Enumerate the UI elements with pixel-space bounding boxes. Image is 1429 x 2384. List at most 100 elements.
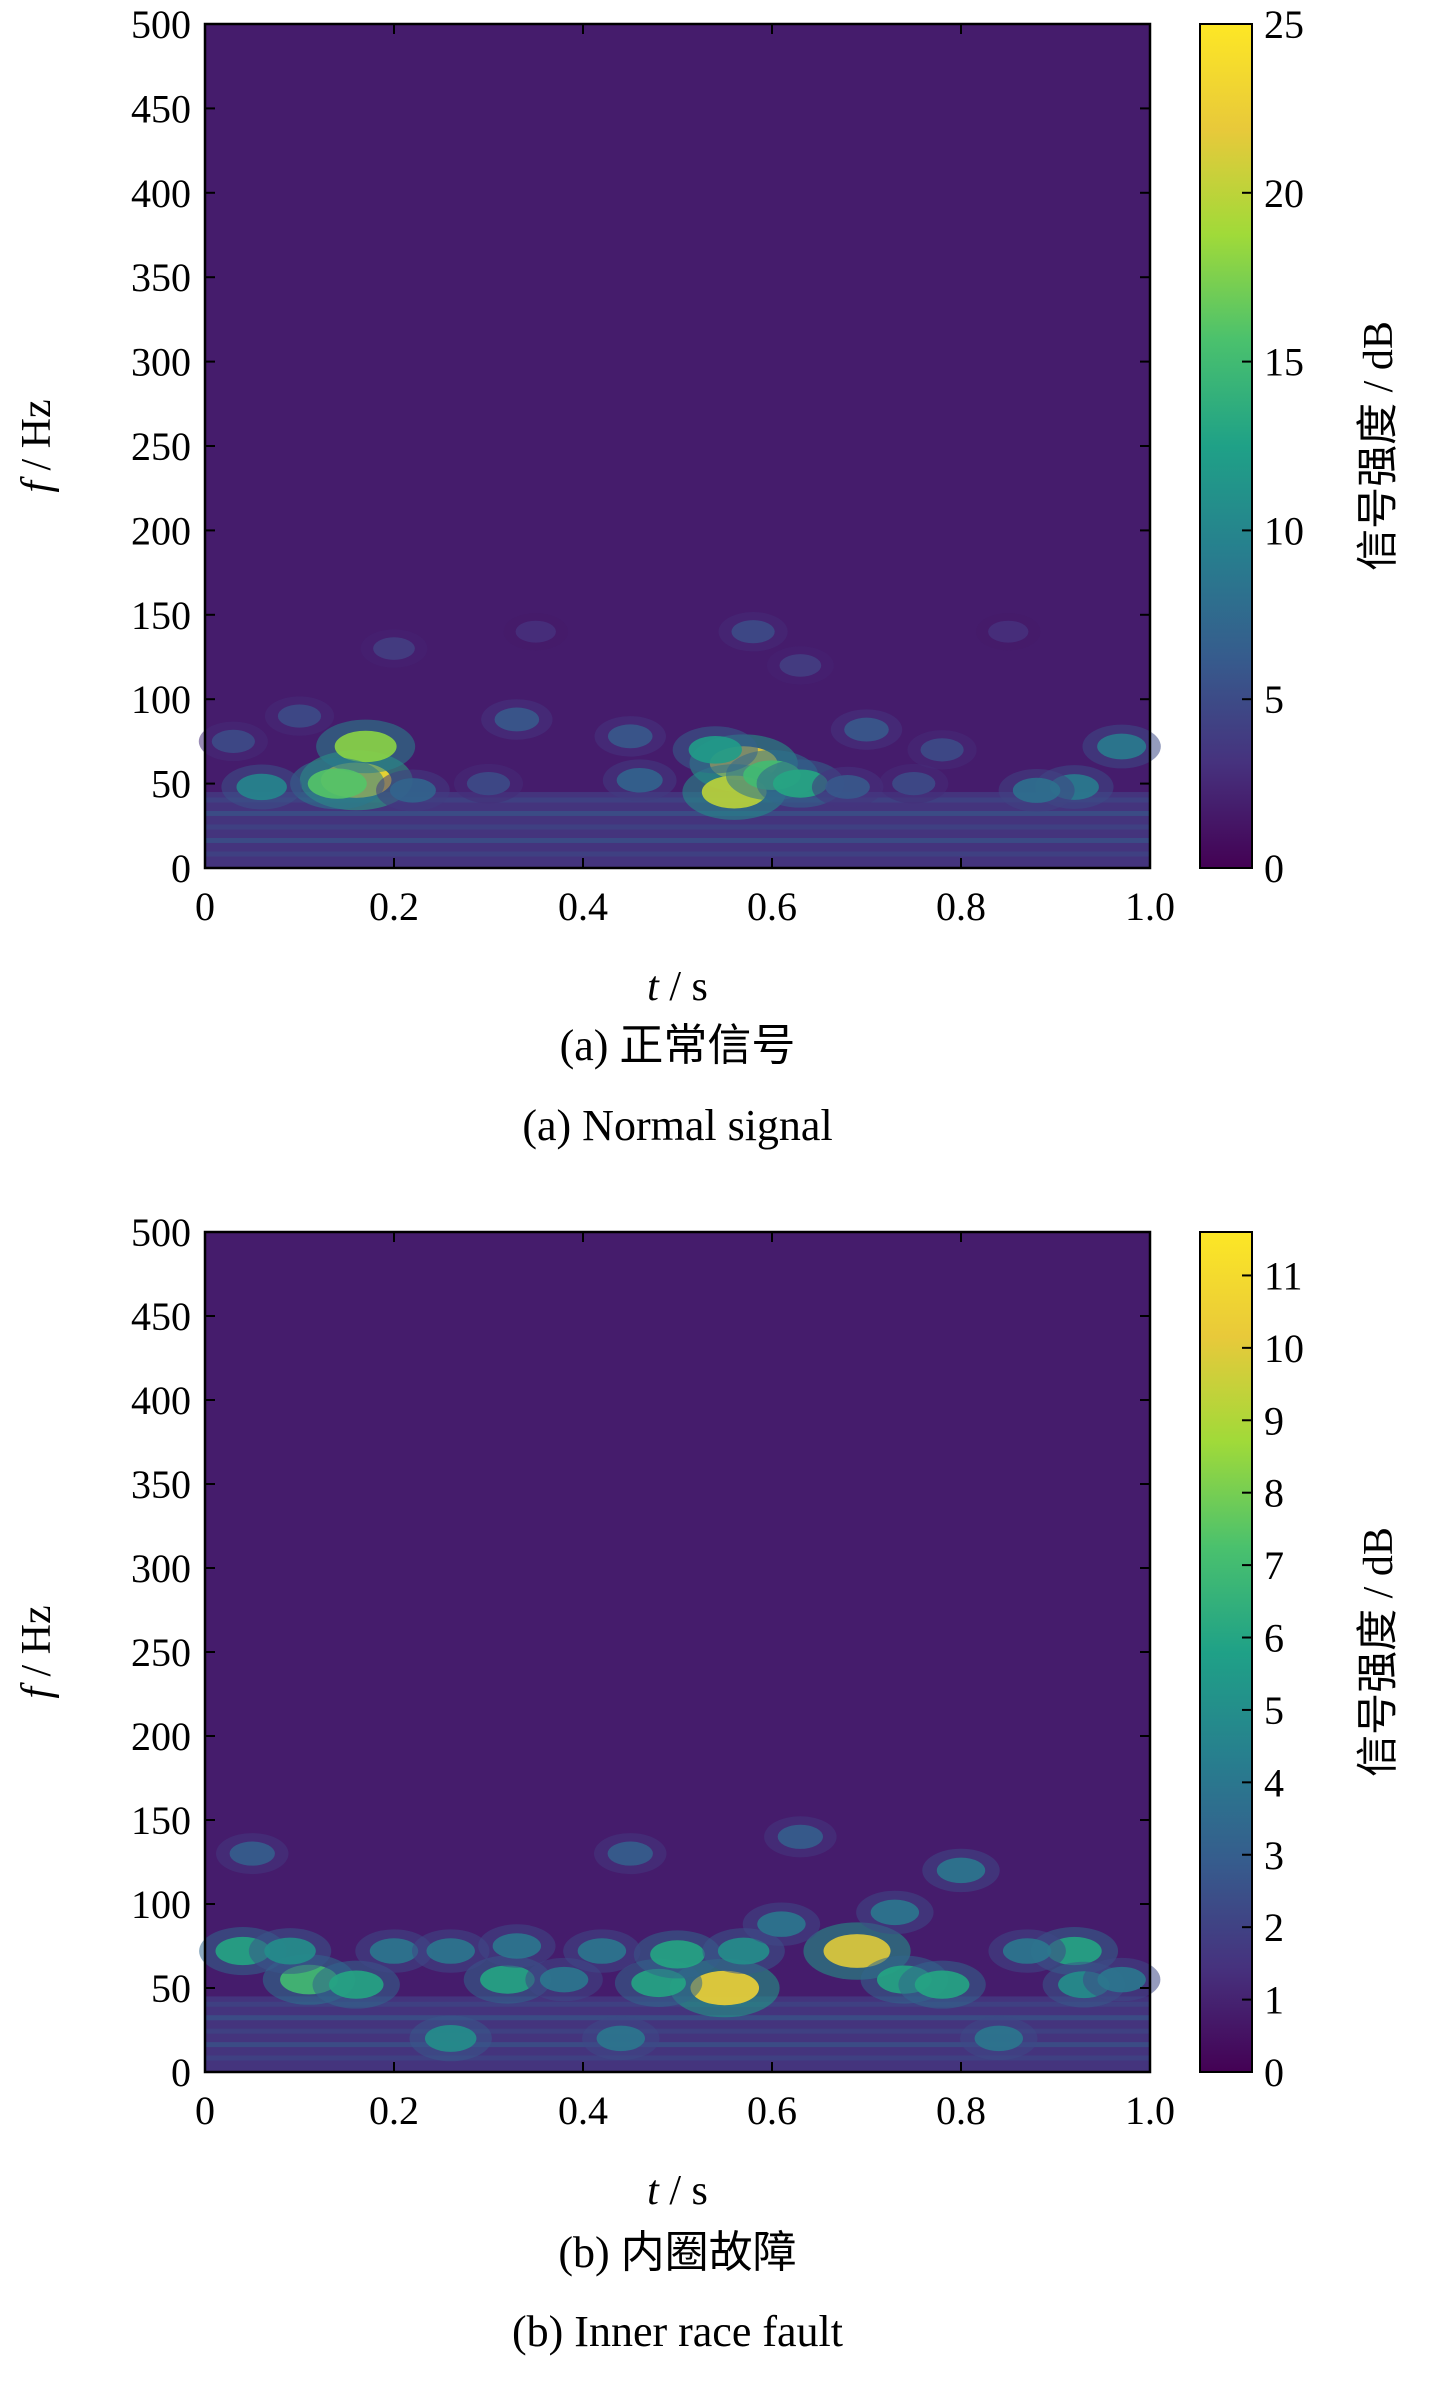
y-tick-label: 150 xyxy=(131,593,191,638)
y-tick-label: 250 xyxy=(131,424,191,469)
y-tick-label: 150 xyxy=(131,1798,191,1843)
y-axis-label: f / Hz xyxy=(14,399,60,492)
y-tick-label: 0 xyxy=(171,2050,191,2095)
colorbar-label: 信号强度 / dB xyxy=(1356,321,1402,571)
colorbar-tick-label: 0 xyxy=(1264,2050,1284,2095)
hotspot xyxy=(717,1937,770,1965)
hotspot xyxy=(870,1899,920,1926)
hotspot xyxy=(426,1938,475,1964)
hotspot xyxy=(334,730,397,763)
x-tick-label: 1.0 xyxy=(1125,2088,1175,2133)
hotspot xyxy=(777,1824,824,1849)
low-band-streak xyxy=(205,797,1150,803)
colorbar-label: 信号强度 / dB xyxy=(1356,1527,1402,1777)
x-axis-unit: / s xyxy=(659,964,708,1010)
hotspot xyxy=(974,2025,1024,2052)
y-tick-label: 50 xyxy=(151,1966,191,2011)
colorbar-tick-label: 11 xyxy=(1264,1253,1303,1298)
x-tick-label: 0 xyxy=(195,2088,215,2133)
hotspot xyxy=(494,707,540,732)
y-tick-label: 400 xyxy=(131,171,191,216)
colorbar-tick-label: 4 xyxy=(1264,1760,1284,1805)
hotspot xyxy=(779,654,822,677)
colorbar-tick-label: 15 xyxy=(1264,340,1304,385)
x-tick-label: 1.0 xyxy=(1125,884,1175,929)
hotspot xyxy=(369,1938,419,1964)
colorbar-tick-label: 10 xyxy=(1264,1326,1304,1371)
x-tick-label: 0.4 xyxy=(558,884,608,929)
hotspot xyxy=(466,772,511,796)
x-tick-label: 0 xyxy=(195,884,215,929)
y-tick-label: 200 xyxy=(131,1714,191,1759)
hotspot xyxy=(1097,1966,1146,1993)
y-axis-ticks: 0 50 100 150 200 250 300 350 400 450 500 xyxy=(131,1210,1150,2095)
hotspot xyxy=(988,620,1029,643)
colorbar-tick-label: 3 xyxy=(1264,1833,1284,1878)
hotspot xyxy=(688,736,742,764)
hotspot xyxy=(229,1841,275,1866)
x-axis-ticks: 0 0.2 0.4 0.6 0.8 1.0 xyxy=(195,1232,1175,2133)
colorbar-tick-label: 1 xyxy=(1264,1978,1284,2023)
colorbar-tick-label: 25 xyxy=(1264,2,1304,47)
y-tick-label: 200 xyxy=(131,508,191,553)
colorbar-tick-label: 7 xyxy=(1264,1543,1284,1588)
y-tick-label: 350 xyxy=(131,255,191,300)
y-tick-label: 250 xyxy=(131,1630,191,1675)
low-band-streak xyxy=(205,824,1150,830)
y-axis-unit: / Hz xyxy=(14,399,60,481)
hotspot xyxy=(914,1970,970,1999)
caption-english: (b) Inner race fault xyxy=(512,2307,843,2356)
hotspot xyxy=(844,717,889,742)
colorbar: 0 5 10 15 20 25 信号强度 / dB xyxy=(1199,2,1402,891)
hotspot xyxy=(424,2024,477,2052)
hotspot xyxy=(1002,1938,1052,1964)
low-band-streak xyxy=(205,810,1150,816)
x-tick-label: 0.8 xyxy=(936,2088,986,2133)
y-tick-label: 450 xyxy=(131,86,191,131)
caption-chinese: (b) 内圈故障 xyxy=(558,2228,796,2277)
x-tick-label: 0.2 xyxy=(369,2088,419,2133)
colorbar-gradient xyxy=(1200,1232,1252,2072)
low-band-streak xyxy=(205,2015,1150,2021)
colorbar-frame xyxy=(1199,1231,1253,2073)
hotspot xyxy=(757,1911,806,1937)
hotspot xyxy=(616,767,663,793)
y-tick-label: 100 xyxy=(131,677,191,722)
hotspot xyxy=(731,620,775,644)
colorbar-tick-label: 10 xyxy=(1264,508,1304,553)
hotspot xyxy=(277,704,322,728)
colorbar-frame xyxy=(1199,23,1253,869)
x-axis-unit: / s xyxy=(659,2168,708,2214)
hotspot xyxy=(389,778,436,803)
y-tick-label: 300 xyxy=(131,340,191,385)
colorbar-tick-label: 20 xyxy=(1264,171,1304,216)
x-tick-label: 0.8 xyxy=(936,884,986,929)
x-axis-label: t / s xyxy=(647,964,708,1010)
y-axis-ticks: 0 50 100 150 200 250 300 350 400 450 500 xyxy=(131,2,1150,891)
hotspot xyxy=(650,1940,705,1969)
x-axis-ticks: 0 0.2 0.4 0.6 0.8 1.0 xyxy=(195,24,1175,929)
hotspot xyxy=(492,1933,542,1959)
hotspot xyxy=(825,775,870,799)
heatmap-hotspots xyxy=(199,1816,1161,2062)
y-tick-label: 400 xyxy=(131,1378,191,1423)
y-tick-label: 100 xyxy=(131,1882,191,1927)
colorbar-tick-label: 5 xyxy=(1264,677,1284,722)
x-tick-label: 0.6 xyxy=(747,2088,797,2133)
y-tick-label: 50 xyxy=(151,762,191,807)
x-tick-label: 0.2 xyxy=(369,884,419,929)
y-tick-label: 500 xyxy=(131,2,191,47)
colorbar-tick-label: 5 xyxy=(1264,1688,1284,1733)
hotspot xyxy=(211,729,255,754)
y-tick-label: 450 xyxy=(131,1294,191,1339)
x-tick-label: 0.4 xyxy=(558,2088,608,2133)
hotspot xyxy=(607,724,653,749)
hotspot xyxy=(577,1938,627,1964)
low-band-streak xyxy=(205,851,1150,857)
hotspot xyxy=(328,1970,384,1999)
colorbar-tick-label: 8 xyxy=(1264,1471,1284,1516)
hotspot xyxy=(264,1937,316,1965)
hotspot xyxy=(1097,733,1147,760)
colorbar-gradient xyxy=(1200,24,1252,868)
